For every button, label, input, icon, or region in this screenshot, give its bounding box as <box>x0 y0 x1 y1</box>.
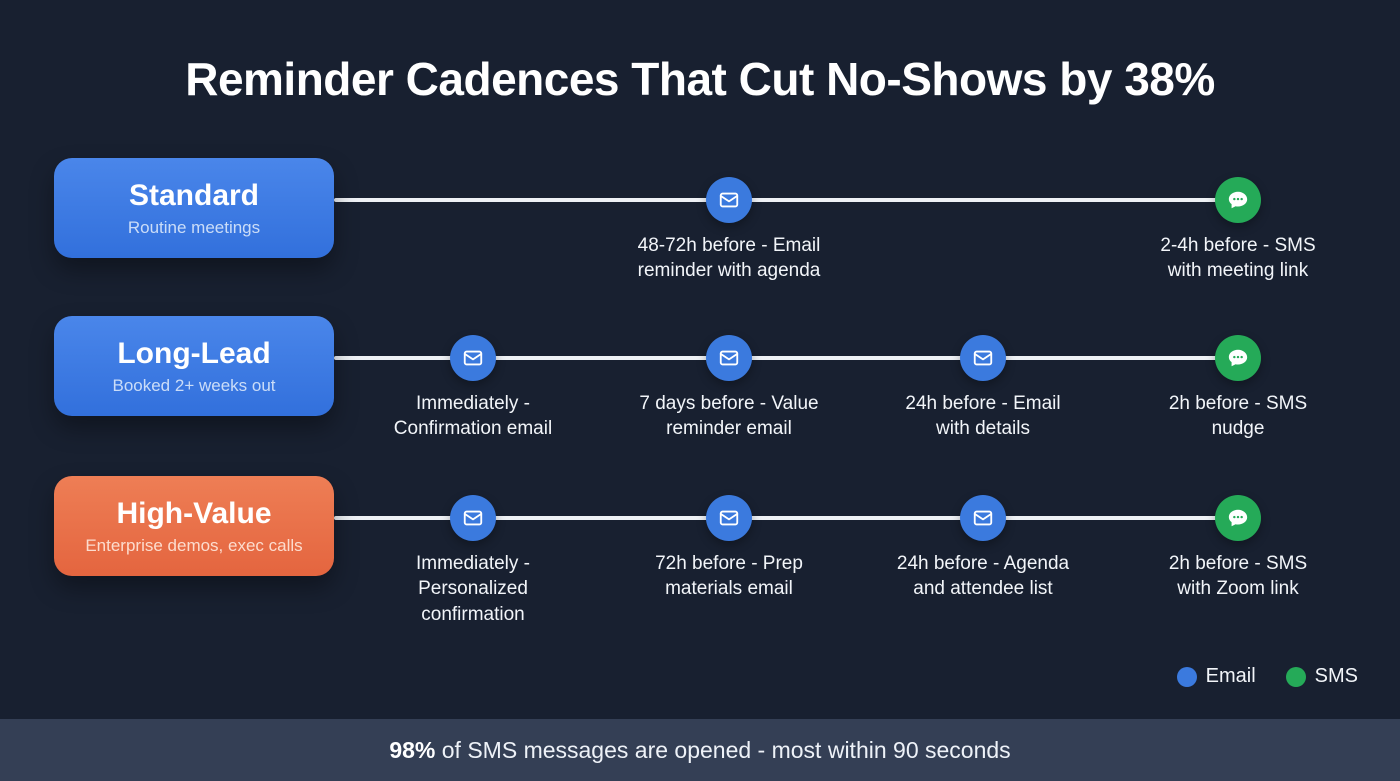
footer-stat-highlight: 98% <box>389 736 436 763</box>
timeline-node: 2h before - SMS nudge <box>1123 335 1353 442</box>
sms-icon <box>1215 335 1261 381</box>
email-icon <box>706 495 752 541</box>
legend-item-sms: SMS <box>1285 665 1358 688</box>
timeline-node: 48-72h before - Email reminder with agen… <box>614 177 844 284</box>
legend-label: Email <box>1205 665 1256 687</box>
cadence-card-long-lead: Long-Lead Booked 2+ weeks out <box>54 316 334 416</box>
timeline-node: 7 days before - Value reminder email <box>614 335 844 442</box>
footer-stat: 98% of SMS messages are opened - most wi… <box>389 737 1010 764</box>
sms-legend-dot-icon <box>1285 666 1306 687</box>
timeline-node: 2h before - SMS with Zoom link <box>1123 495 1353 602</box>
legend-item-email: Email <box>1176 665 1256 688</box>
timeline-node: 72h before - Prep materials email <box>614 495 844 602</box>
node-label: 2h before - SMS nudge <box>1168 393 1308 440</box>
email-icon <box>706 177 752 223</box>
node-label: 2h before - SMS with Zoom link <box>1168 553 1308 600</box>
email-icon <box>450 495 496 541</box>
legend: Email SMS <box>1176 665 1358 688</box>
card-title: High-Value <box>116 496 272 530</box>
timeline-line-high-value <box>334 516 1238 520</box>
cadence-card-standard: Standard Routine meetings <box>54 158 334 258</box>
email-icon <box>706 335 752 381</box>
sms-icon <box>1215 177 1261 223</box>
card-subtitle: Enterprise demos, exec calls <box>85 535 303 555</box>
footer-banner: 98% of SMS messages are opened - most wi… <box>0 719 1400 781</box>
timeline-node: 24h before - Agenda and attendee list <box>868 495 1098 602</box>
node-label: Immediately - Confirmation email <box>393 393 553 440</box>
email-icon <box>450 335 496 381</box>
legend-label: SMS <box>1314 665 1358 687</box>
node-label: 72h before - Prep materials email <box>655 553 803 600</box>
timeline-line-long-lead <box>334 356 1238 360</box>
footer-stat-rest: of SMS messages are opened - most within… <box>435 736 1011 763</box>
card-subtitle: Booked 2+ weeks out <box>112 375 276 395</box>
node-label: 24h before - Agenda and attendee list <box>896 553 1070 600</box>
sms-icon <box>1215 495 1261 541</box>
node-label: 2-4h before - SMS with meeting link <box>1160 235 1316 282</box>
node-label: Immediately - Personalized confirmation <box>415 553 531 625</box>
cadence-card-high-value: High-Value Enterprise demos, exec calls <box>54 476 334 576</box>
node-label: 48-72h before - Email reminder with agen… <box>637 235 821 282</box>
timeline-node: 2-4h before - SMS with meeting link <box>1123 177 1353 284</box>
email-icon <box>960 495 1006 541</box>
card-title: Standard <box>128 178 260 212</box>
card-subtitle: Routine meetings <box>127 217 261 237</box>
card-title: Long-Lead <box>117 336 271 370</box>
timeline-node: 24h before - Email with details <box>868 335 1098 442</box>
email-legend-dot-icon <box>1176 666 1197 687</box>
email-icon <box>960 335 1006 381</box>
timeline-line-standard <box>334 198 1238 202</box>
page-title: Reminder Cadences That Cut No-Shows by 3… <box>185 53 1215 105</box>
timeline-node: Immediately - Confirmation email <box>358 335 588 442</box>
timeline-node: Immediately - Personalized confirmation <box>358 495 588 627</box>
node-label: 24h before - Email with details <box>905 393 1061 440</box>
node-label: 7 days before - Value reminder email <box>639 393 819 440</box>
